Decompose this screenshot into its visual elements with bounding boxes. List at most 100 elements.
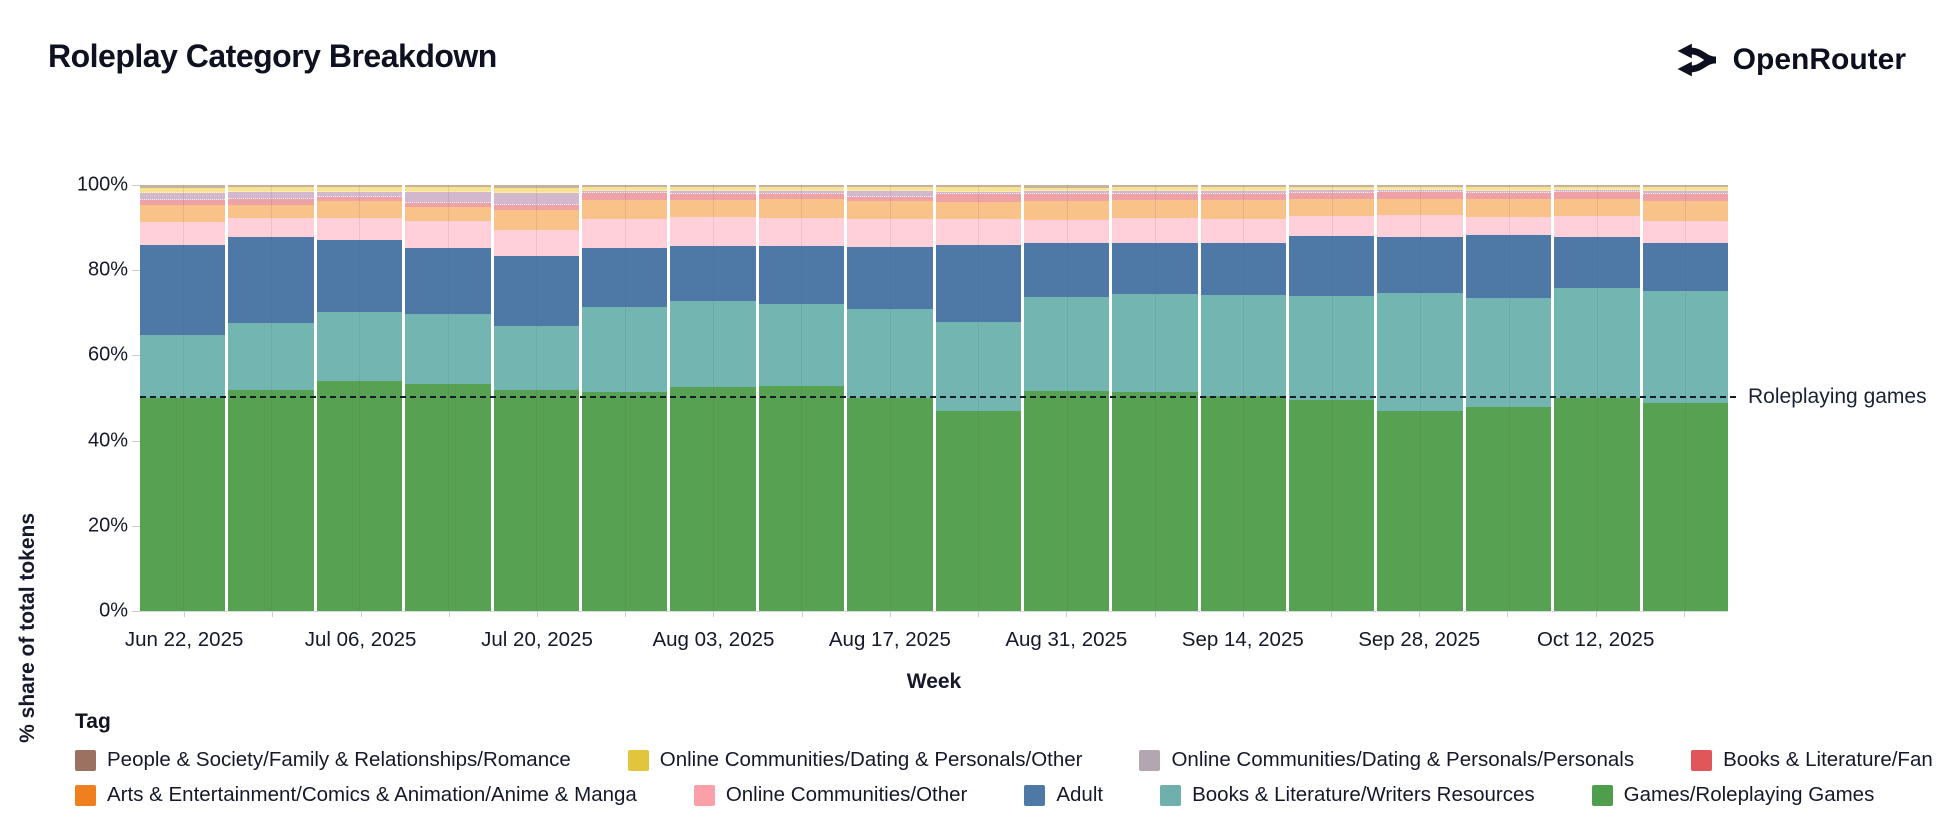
bar-Aug 10, 2025 [758, 185, 845, 611]
segment-adult [140, 244, 226, 336]
legend-item-online-communities-other: Online Communities/Other [693, 783, 968, 807]
legend-label: Games/Roleplaying Games [1623, 783, 1875, 806]
bar-Jul 13, 2025 [405, 185, 491, 611]
segment-games-roleplaying-games [1289, 400, 1375, 611]
brand-name: OpenRouter [1732, 43, 1906, 76]
segment-books-literature-writers-resources [1112, 294, 1198, 393]
segment-books-literature-writers-resources [1200, 295, 1287, 397]
legend-item-online-communities-dating-personals-personals: Online Communities/Dating & Personals/Pe… [1139, 748, 1634, 772]
segment-books-literature-writers-resources [1465, 298, 1552, 407]
bar-Sep 21, 2025 [1289, 185, 1375, 611]
x-tick-mark [625, 611, 627, 617]
bar-Sep 28, 2025 [1377, 185, 1463, 612]
segment-games-roleplaying-games [405, 383, 491, 611]
legend-label: Books & Literature/Writers Resources [1192, 783, 1535, 806]
x-tick-mark [1419, 611, 1421, 617]
legend-item-games-roleplaying-games: Games/Roleplaying Games [1591, 783, 1875, 807]
x-tick-mark [1154, 611, 1156, 617]
segment-arts-entertainment-comics-animation-anime-manga [1289, 198, 1375, 217]
bar-Oct 05, 2025 [1465, 185, 1552, 611]
y-tick-label: 80% [87, 258, 128, 281]
segment-books-literature-writers-resources [847, 309, 933, 399]
segment-books-literature-fan-fiction [1642, 193, 1729, 201]
legend-label: Online Communities/Other [725, 783, 968, 806]
segment-arts-entertainment-comics-animation-anime-manga [1554, 198, 1640, 217]
segment-adult [1289, 236, 1375, 296]
bar-Jul 20, 2025 [493, 185, 579, 612]
legend-swatch [693, 784, 715, 806]
legend-swatch [1024, 784, 1046, 806]
segment-books-literature-writers-resources [228, 322, 314, 390]
segment-games-roleplaying-games [140, 397, 226, 611]
x-tick-label: Oct 12, 2025 [1536, 628, 1655, 651]
legend-item-adult: Adult [1024, 783, 1103, 807]
y-tick-mark [132, 185, 140, 186]
x-tick-mark [1507, 611, 1509, 617]
y-tick-label: 100% [76, 173, 128, 196]
legend-swatch [75, 784, 96, 806]
legend-label: Arts & Entertainment/Comics & Animation/… [107, 783, 637, 806]
segment-online-communities-other [1642, 220, 1729, 243]
legend-swatch [75, 749, 96, 771]
segment-online-communities-other [758, 217, 845, 246]
segment-books-literature-writers-resources [758, 303, 845, 387]
x-tick-mark [1331, 611, 1332, 617]
segment-books-literature-writers-resources [1377, 293, 1463, 412]
segment-books-literature-fan-fiction [1377, 192, 1463, 199]
segment-books-literature-writers-resources [493, 326, 579, 390]
segment-adult [1377, 236, 1463, 294]
segment-books-literature-writers-resources [581, 306, 668, 393]
segment-games-roleplaying-games [847, 398, 933, 612]
legend-label: Online Communities/Dating & Personals/Ot… [659, 748, 1083, 771]
x-tick-mark [1683, 611, 1685, 617]
segment-books-literature-writers-resources [405, 313, 491, 384]
x-axis-title: Week [906, 670, 962, 693]
segment-games-roleplaying-games [228, 389, 314, 611]
x-tick-label: Sep 28, 2025 [1358, 628, 1481, 651]
segment-online-communities-other [1200, 219, 1287, 244]
segment-games-roleplaying-games [1377, 411, 1463, 612]
legend-title: Tag [75, 710, 111, 733]
segment-games-roleplaying-games [1200, 396, 1287, 611]
legend-item-people-society-family-relationships-romance: People & Society/Family & Relationships/… [75, 748, 571, 772]
legend-row: People & Society/Family & Relationships/… [75, 748, 1940, 772]
y-tick-mark [132, 355, 140, 357]
x-tick-mark [448, 611, 450, 617]
y-axis-title: % share of total tokens [16, 512, 39, 743]
x-axis-line [140, 611, 1728, 612]
threshold-dashed-line [140, 396, 1736, 398]
threshold-label: Roleplaying games [1748, 385, 1927, 408]
legend-label: Adult [1056, 783, 1104, 806]
segment-books-literature-writers-resources [316, 312, 403, 381]
segment-online-communities-dating-personals-personals [228, 191, 314, 199]
x-tick-label: Sep 14, 2025 [1181, 628, 1304, 651]
segment-adult [493, 255, 579, 327]
bar-Sep 07, 2025 [1112, 185, 1198, 611]
segment-arts-entertainment-comics-animation-anime-manga [1465, 198, 1552, 218]
segment-adult [1554, 237, 1640, 288]
legend-swatch [1591, 784, 1613, 806]
segment-games-roleplaying-games [581, 392, 668, 611]
y-tick-label: 60% [87, 343, 128, 366]
x-tick-mark [713, 611, 715, 617]
x-tick-label: Aug 31, 2025 [1005, 628, 1128, 651]
segment-games-roleplaying-games [1642, 403, 1729, 611]
segment-books-literature-fan-fiction [935, 194, 1021, 202]
segment-online-communities-other [405, 220, 491, 248]
segment-books-literature-fan-fiction [581, 193, 668, 201]
segment-online-communities-other [1554, 216, 1640, 238]
segment-games-roleplaying-games [1465, 406, 1552, 611]
segment-books-literature-writers-resources [1554, 287, 1640, 399]
segment-online-communities-other [1112, 218, 1198, 244]
segment-games-roleplaying-games [316, 380, 403, 612]
legend-swatch [1139, 749, 1161, 771]
segment-online-communities-dating-personals-personals [405, 191, 491, 203]
segment-arts-entertainment-comics-animation-anime-manga [316, 201, 403, 218]
segment-online-communities-other [1465, 217, 1552, 235]
segment-arts-entertainment-comics-animation-anime-manga [228, 204, 314, 219]
y-tick-label: 40% [87, 429, 128, 452]
segment-arts-entertainment-comics-animation-anime-manga [758, 199, 845, 218]
segment-games-roleplaying-games [1554, 398, 1640, 611]
legend-swatch [627, 749, 649, 771]
